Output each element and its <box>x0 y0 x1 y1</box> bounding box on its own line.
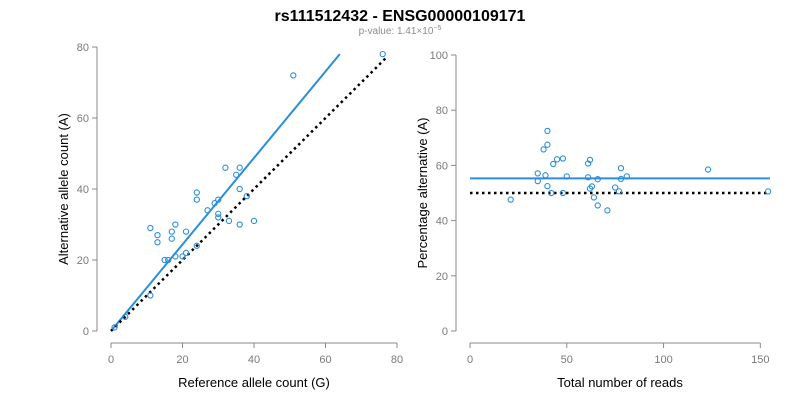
x-tick-label: 100 <box>654 354 672 366</box>
y-axis-label: Alternative allele count (A) <box>56 113 71 265</box>
y-axis: 0 20 40 60 80 100 Percentage alternative (A) <box>415 50 457 338</box>
p-value-exponent: −5 <box>433 25 441 32</box>
data-point <box>204 207 211 214</box>
y-tick-label: 100 <box>430 50 448 62</box>
data-point <box>168 235 175 242</box>
data-point <box>617 175 625 183</box>
data-point <box>243 192 250 200</box>
data-point <box>193 196 200 203</box>
y-tick-label: 20 <box>77 255 89 267</box>
data-point <box>236 185 243 193</box>
data-point <box>590 194 598 201</box>
fitted-line <box>110 53 341 332</box>
data-point <box>623 173 630 180</box>
y-tick-label: 40 <box>77 184 89 196</box>
data-point <box>604 207 611 214</box>
x-axis: 0 20 40 60 80 Reference allele count (G) <box>108 342 403 390</box>
y-axis-label: Percentage alternative (A) <box>415 117 430 268</box>
y-axis: 0 20 40 60 80 Alternative allele count (A) <box>56 42 98 338</box>
data-points <box>111 50 386 331</box>
data-point <box>222 164 229 171</box>
data-point <box>544 141 551 148</box>
data-point <box>584 174 592 181</box>
y-tick-label: 60 <box>77 113 89 125</box>
data-point <box>193 189 200 196</box>
data-point <box>586 156 594 164</box>
data-point <box>559 189 567 197</box>
data-point <box>172 221 179 228</box>
data-point <box>147 292 154 299</box>
y-tick-label: 20 <box>436 271 448 283</box>
data-point <box>179 253 186 260</box>
data-point <box>215 214 222 221</box>
data-point <box>111 324 118 331</box>
data-point <box>250 217 258 225</box>
data-point <box>172 253 179 260</box>
p-value-text: p-value: 1.41×10 <box>359 26 434 37</box>
x-axis: 0 50 100 150 Total number of reads <box>467 342 770 390</box>
data-point <box>215 210 222 217</box>
data-points <box>507 127 772 214</box>
data-point <box>534 177 541 185</box>
data-point <box>182 228 190 235</box>
x-tick-label: 60 <box>319 354 331 366</box>
data-point <box>182 249 190 257</box>
data-point <box>236 164 243 171</box>
data-point <box>550 160 557 168</box>
data-point <box>225 217 233 225</box>
x-tick-label: 20 <box>176 354 188 366</box>
data-point <box>507 196 514 203</box>
y-tick-label: 60 <box>436 160 448 172</box>
y-tick-label: 40 <box>436 216 448 228</box>
x-tick-label: 50 <box>561 354 573 366</box>
y-tick-label: 80 <box>77 42 89 54</box>
data-point <box>232 171 240 178</box>
data-point <box>594 176 601 183</box>
data-point <box>534 170 541 177</box>
data-point <box>165 256 172 264</box>
chart-subtitle: p-value: 1.41×10−5 <box>359 25 442 37</box>
data-point <box>704 166 712 173</box>
x-axis-label: Total number of reads <box>557 375 683 390</box>
x-tick-label: 40 <box>248 354 260 366</box>
y-tick-label: 0 <box>442 326 448 338</box>
y-tick-label: 0 <box>83 326 89 338</box>
allele-count-scatter-panel: 0 20 40 60 80 Reference allele count (G) 0 20 40… <box>56 42 403 390</box>
x-tick-label: 0 <box>108 354 114 366</box>
data-point <box>617 165 625 172</box>
data-point <box>594 202 601 209</box>
data-point <box>154 231 161 239</box>
data-point <box>764 188 772 195</box>
data-point <box>168 228 175 235</box>
data-point <box>588 183 596 190</box>
x-tick-label: 0 <box>467 354 473 366</box>
data-point <box>379 50 386 58</box>
x-tick-label: 80 <box>391 354 403 366</box>
data-point <box>211 200 218 207</box>
y-tick-label: 80 <box>436 105 448 117</box>
data-point <box>193 242 200 249</box>
data-point <box>548 189 555 197</box>
data-point <box>122 313 129 320</box>
data-point <box>563 173 570 180</box>
data-point <box>544 127 551 135</box>
data-point <box>615 188 623 195</box>
data-point <box>236 221 243 228</box>
data-point <box>540 146 547 153</box>
chart-title: rs111512432 - ENSG00000109171 <box>275 8 526 25</box>
data-point <box>544 182 551 190</box>
data-point <box>147 224 154 232</box>
data-point <box>542 172 549 179</box>
data-point <box>290 72 297 79</box>
data-point <box>215 196 222 203</box>
x-tick-label: 150 <box>751 354 769 366</box>
data-point <box>612 184 619 191</box>
data-point <box>559 155 567 162</box>
data-point <box>154 239 161 246</box>
data-point <box>161 256 168 264</box>
x-axis-label: Reference allele count (G) <box>178 375 330 390</box>
data-point <box>553 156 561 163</box>
percentage-alternative-scatter-panel: 0 50 100 150 Total number of reads 0 20 40 60 80 1… <box>415 50 772 390</box>
